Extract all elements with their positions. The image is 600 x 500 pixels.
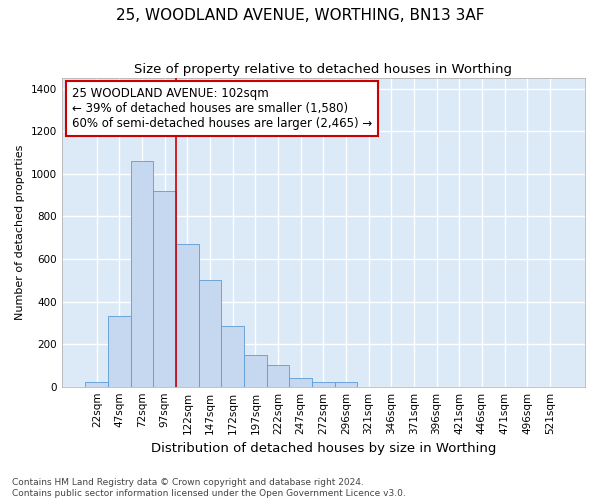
- Text: 25, WOODLAND AVENUE, WORTHING, BN13 3AF: 25, WOODLAND AVENUE, WORTHING, BN13 3AF: [116, 8, 484, 22]
- Bar: [154, 191, 176, 386]
- Text: Contains HM Land Registry data © Crown copyright and database right 2024.
Contai: Contains HM Land Registry data © Crown c…: [12, 478, 406, 498]
- Bar: [289, 378, 312, 386]
- Bar: [199, 280, 221, 386]
- Y-axis label: Number of detached properties: Number of detached properties: [15, 144, 25, 320]
- Bar: [131, 161, 154, 386]
- Bar: [221, 326, 244, 386]
- Text: 25 WOODLAND AVENUE: 102sqm
← 39% of detached houses are smaller (1,580)
60% of s: 25 WOODLAND AVENUE: 102sqm ← 39% of deta…: [72, 88, 373, 130]
- Bar: [266, 366, 289, 386]
- Bar: [312, 382, 335, 386]
- Bar: [85, 382, 108, 386]
- Title: Size of property relative to detached houses in Worthing: Size of property relative to detached ho…: [134, 62, 512, 76]
- Bar: [108, 316, 131, 386]
- X-axis label: Distribution of detached houses by size in Worthing: Distribution of detached houses by size …: [151, 442, 496, 455]
- Bar: [335, 382, 358, 386]
- Bar: [244, 355, 266, 386]
- Bar: [176, 244, 199, 386]
